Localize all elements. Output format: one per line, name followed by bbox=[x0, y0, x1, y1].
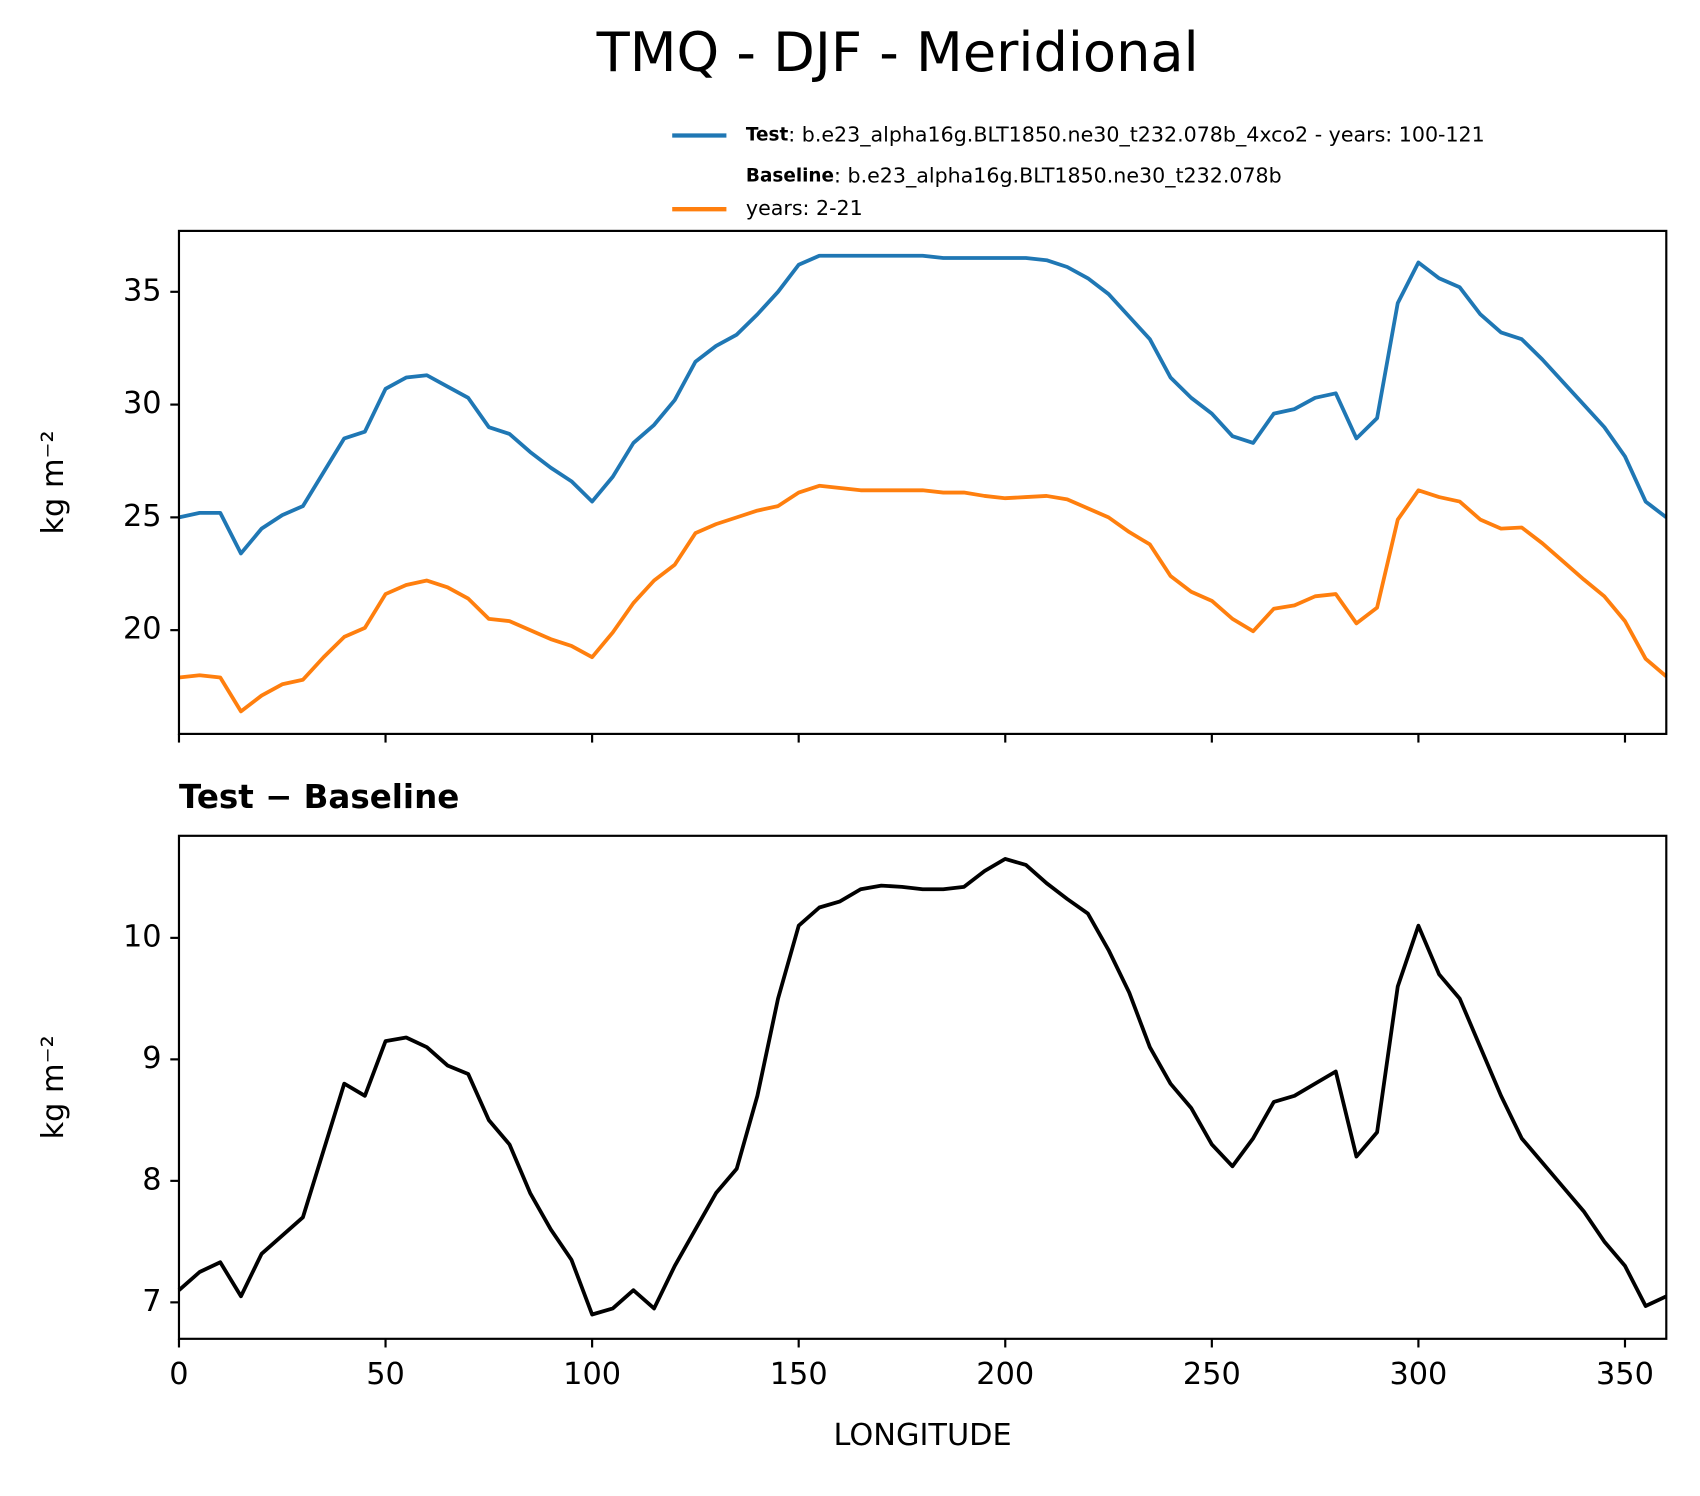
legend-entry: years: 2-21 bbox=[746, 196, 863, 220]
legend-name: Baseline bbox=[746, 166, 834, 187]
y-axis-label: kg m⁻² bbox=[36, 430, 71, 534]
y-tick-label: 20 bbox=[123, 612, 162, 647]
subplot-title: Test − Baseline bbox=[179, 778, 459, 816]
legend-description: : b.e23_alpha16g.BLT1850.ne30_t232.078b bbox=[834, 164, 1282, 189]
legend-name: Test bbox=[746, 125, 789, 146]
data-line bbox=[178, 253, 1668, 556]
x-tick-label: 0 bbox=[169, 1357, 188, 1392]
x-tick-label: 200 bbox=[976, 1357, 1034, 1392]
x-tick-label: 100 bbox=[563, 1357, 621, 1392]
y-tick-label: 25 bbox=[123, 499, 162, 534]
y-tick-label: 9 bbox=[142, 1041, 161, 1076]
x-tick-label: 150 bbox=[770, 1357, 828, 1392]
axes-frame bbox=[177, 229, 1668, 735]
y-tick-label: 10 bbox=[123, 919, 162, 954]
figure-title: TMQ - DJF - Meridional bbox=[596, 21, 1199, 84]
x-tick-label: 50 bbox=[366, 1357, 405, 1392]
legend-description: : b.e23_alpha16g.BLT1850.ne30_t232.078b_… bbox=[788, 123, 1484, 148]
y-axis-label: kg m⁻² bbox=[36, 1035, 71, 1139]
y-tick-label: 35 bbox=[123, 273, 162, 308]
x-tick-label: 350 bbox=[1596, 1357, 1654, 1392]
y-tick-label: 30 bbox=[123, 386, 162, 421]
legend-entry: Baseline: b.e23_alpha16g.BLT1850.ne30_t2… bbox=[746, 164, 1282, 189]
data-line bbox=[177, 856, 1668, 1317]
x-tick-label: 250 bbox=[1183, 1357, 1241, 1392]
x-tick-label: 300 bbox=[1389, 1357, 1447, 1392]
axes-frame bbox=[177, 834, 1668, 1340]
x-axis-label: LONGITUDE bbox=[834, 1418, 1012, 1453]
legend-description: years: 2-21 bbox=[746, 196, 863, 220]
y-tick-label: 7 bbox=[142, 1284, 161, 1319]
data-line bbox=[178, 483, 1668, 714]
y-tick-label: 8 bbox=[142, 1162, 161, 1197]
legend-entry: Test: b.e23_alpha16g.BLT1850.ne30_t232.0… bbox=[746, 123, 1485, 148]
